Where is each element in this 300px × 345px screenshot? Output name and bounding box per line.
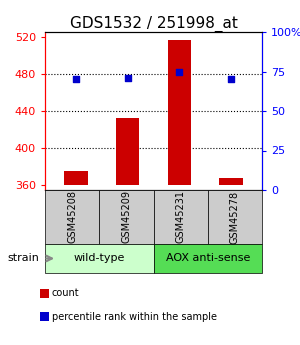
Text: AOX anti-sense: AOX anti-sense	[166, 254, 250, 264]
Text: strain: strain	[7, 254, 39, 264]
Bar	[116, 118, 139, 185]
Bar	[45, 244, 154, 273]
Point	[125, 75, 130, 81]
Text: GSM45208: GSM45208	[67, 190, 77, 244]
Text: wild-type: wild-type	[74, 254, 125, 264]
Bar	[154, 244, 262, 273]
Title: GDS1532 / 251998_at: GDS1532 / 251998_at	[70, 16, 237, 32]
Bar	[208, 190, 262, 244]
Text: GSM45209: GSM45209	[122, 190, 131, 244]
Bar	[64, 171, 88, 185]
Bar	[154, 190, 208, 244]
Text: percentile rank within the sample: percentile rank within the sample	[52, 312, 217, 322]
Text: GSM45278: GSM45278	[230, 190, 240, 244]
Bar	[99, 190, 154, 244]
Bar	[45, 190, 99, 244]
Point	[74, 77, 78, 82]
Point	[177, 69, 182, 74]
Text: count: count	[52, 288, 80, 298]
Bar	[219, 178, 243, 185]
Bar	[168, 40, 191, 185]
Text: GSM45231: GSM45231	[176, 190, 186, 244]
Point	[229, 77, 233, 82]
